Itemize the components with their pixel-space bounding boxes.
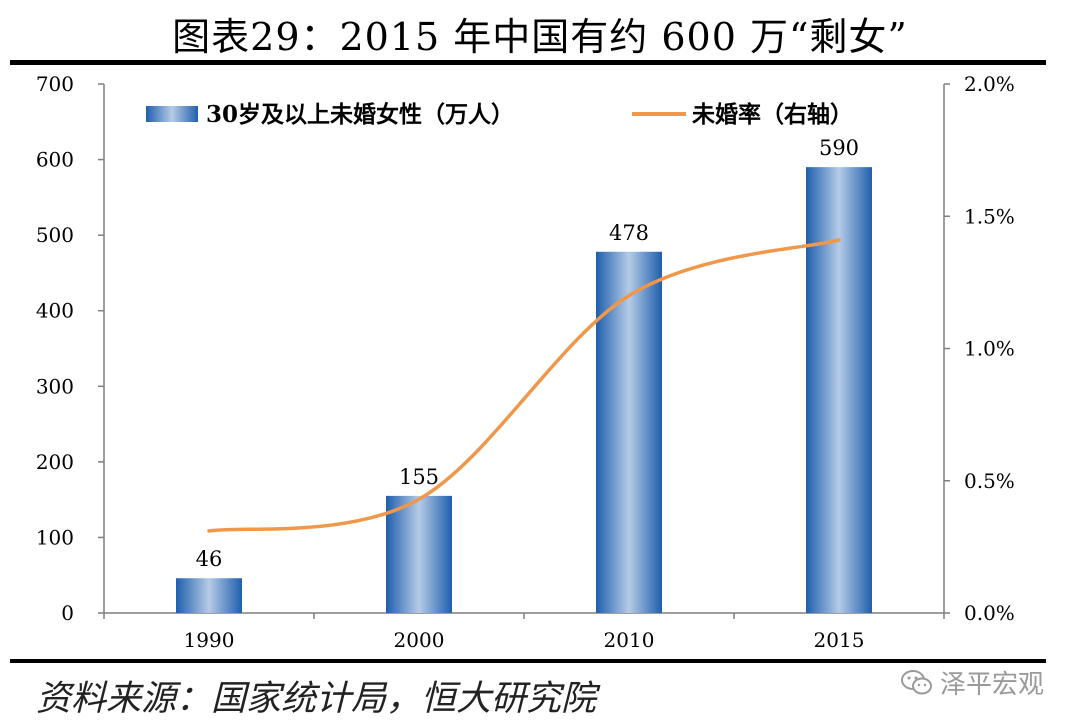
bars: [176, 167, 872, 614]
source-note: 资料来源：国家统计局，恒大研究院: [36, 679, 597, 719]
y2-tick-label: 1.5%: [964, 204, 1015, 228]
y-tick-label: 100: [36, 525, 74, 549]
legend-bar-swatch: [146, 106, 198, 122]
line-layer: [207, 238, 841, 533]
labels: 46 155 478 590: [196, 136, 859, 571]
data-label: 46: [196, 547, 223, 571]
axes: 0 100 200 300 400 500 600 700 0.0% 0.5% 1.0% 1.5% 2.…: [36, 72, 1015, 652]
x-tick-label: 2015: [814, 628, 865, 652]
line-series: [207, 238, 841, 533]
y2-tick-label: 2.0%: [964, 72, 1015, 96]
x-tick-label: 1990: [184, 628, 235, 652]
y-tick-label: 0: [61, 601, 74, 625]
y2-tick-label: 0.0%: [964, 601, 1015, 625]
legend: 30岁及以上未婚女性（万人） 未婚率（右轴）: [146, 101, 853, 128]
wechat-icon: [900, 669, 932, 694]
watermark: 泽平宏观: [900, 664, 1044, 701]
y-tick-label: 700: [36, 72, 74, 96]
y2-tick-label: 0.5%: [964, 469, 1015, 493]
bar: [596, 251, 662, 614]
x-tick-label: 2010: [604, 628, 655, 652]
data-label: 155: [399, 465, 439, 489]
y2-tick-label: 1.0%: [964, 337, 1015, 361]
page-title: 图表29：2015 年中国有约 600 万“剩女”: [172, 15, 908, 59]
data-label: 478: [609, 221, 649, 245]
combo-chart: 0 100 200 300 400 500 600 700 0.0% 0.5% 1.0% 1.5% 2.…: [36, 72, 1015, 652]
bar: [176, 578, 242, 613]
data-label: 590: [819, 136, 859, 160]
legend-line-label: 未婚率（右轴）: [692, 101, 853, 128]
legend-bar-label: 30岁及以上未婚女性（万人）: [206, 101, 514, 128]
y-tick-label: 200: [36, 450, 74, 474]
y-tick-label: 300: [36, 374, 74, 398]
y-tick-label: 400: [36, 299, 74, 323]
y-tick-label: 600: [36, 148, 74, 172]
bar: [806, 167, 872, 613]
title-divider: [10, 60, 1046, 65]
bar: [386, 495, 452, 613]
footer-divider: [10, 659, 1046, 663]
watermark-text: 泽平宏观: [939, 670, 1044, 700]
x-tick-label: 2000: [394, 628, 445, 652]
y-tick-label: 500: [36, 223, 74, 247]
